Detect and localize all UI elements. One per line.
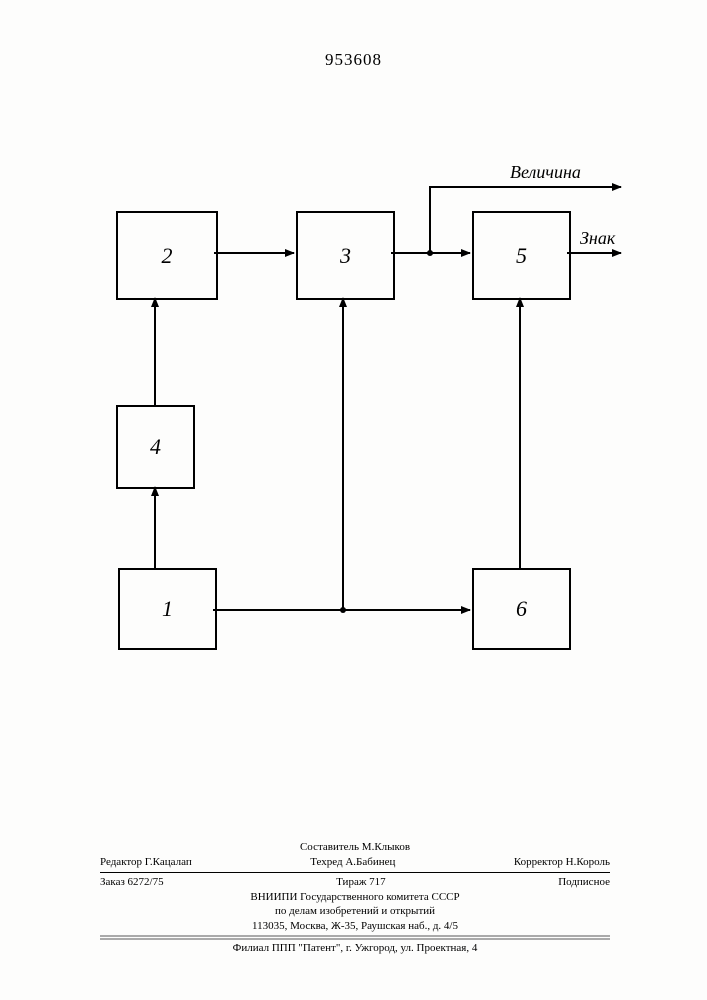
footer-block: Составитель М.Клыков Редактор Г.Кацалап … — [100, 840, 610, 956]
output-znak-label: Знак — [580, 228, 615, 249]
document-number: 953608 — [0, 50, 707, 70]
footer-org1: ВНИИПИ Государственного комитета СССР — [100, 890, 610, 905]
block-3: 3 — [296, 211, 395, 300]
block-2: 2 — [116, 211, 218, 300]
footer-compiler: Составитель М.Клыков — [100, 840, 610, 855]
footer-org2: по делам изобретений и открытий — [100, 904, 610, 919]
block-1: 1 — [118, 568, 217, 650]
footer-address2: Филиал ППП "Патент", г. Ужгород, ул. Про… — [100, 941, 610, 956]
footer-circulation: Тираж 717 — [336, 875, 386, 890]
footer-order: Заказ 6272/75 — [100, 875, 164, 890]
footer-corrector: Корректор Н.Король — [514, 855, 610, 870]
block-4: 4 — [116, 405, 195, 489]
footer-editor: Редактор Г.Кацалап — [100, 855, 192, 870]
footer-techred: Техред А.Бабинец — [310, 855, 395, 870]
footer-subscription: Подписное — [558, 875, 610, 890]
block-6: 6 — [472, 568, 571, 650]
output-velichina-label: Величина — [510, 162, 581, 183]
footer-address1: 113035, Москва, Ж-35, Раушская наб., д. … — [100, 919, 610, 934]
block-5: 5 — [472, 211, 571, 300]
